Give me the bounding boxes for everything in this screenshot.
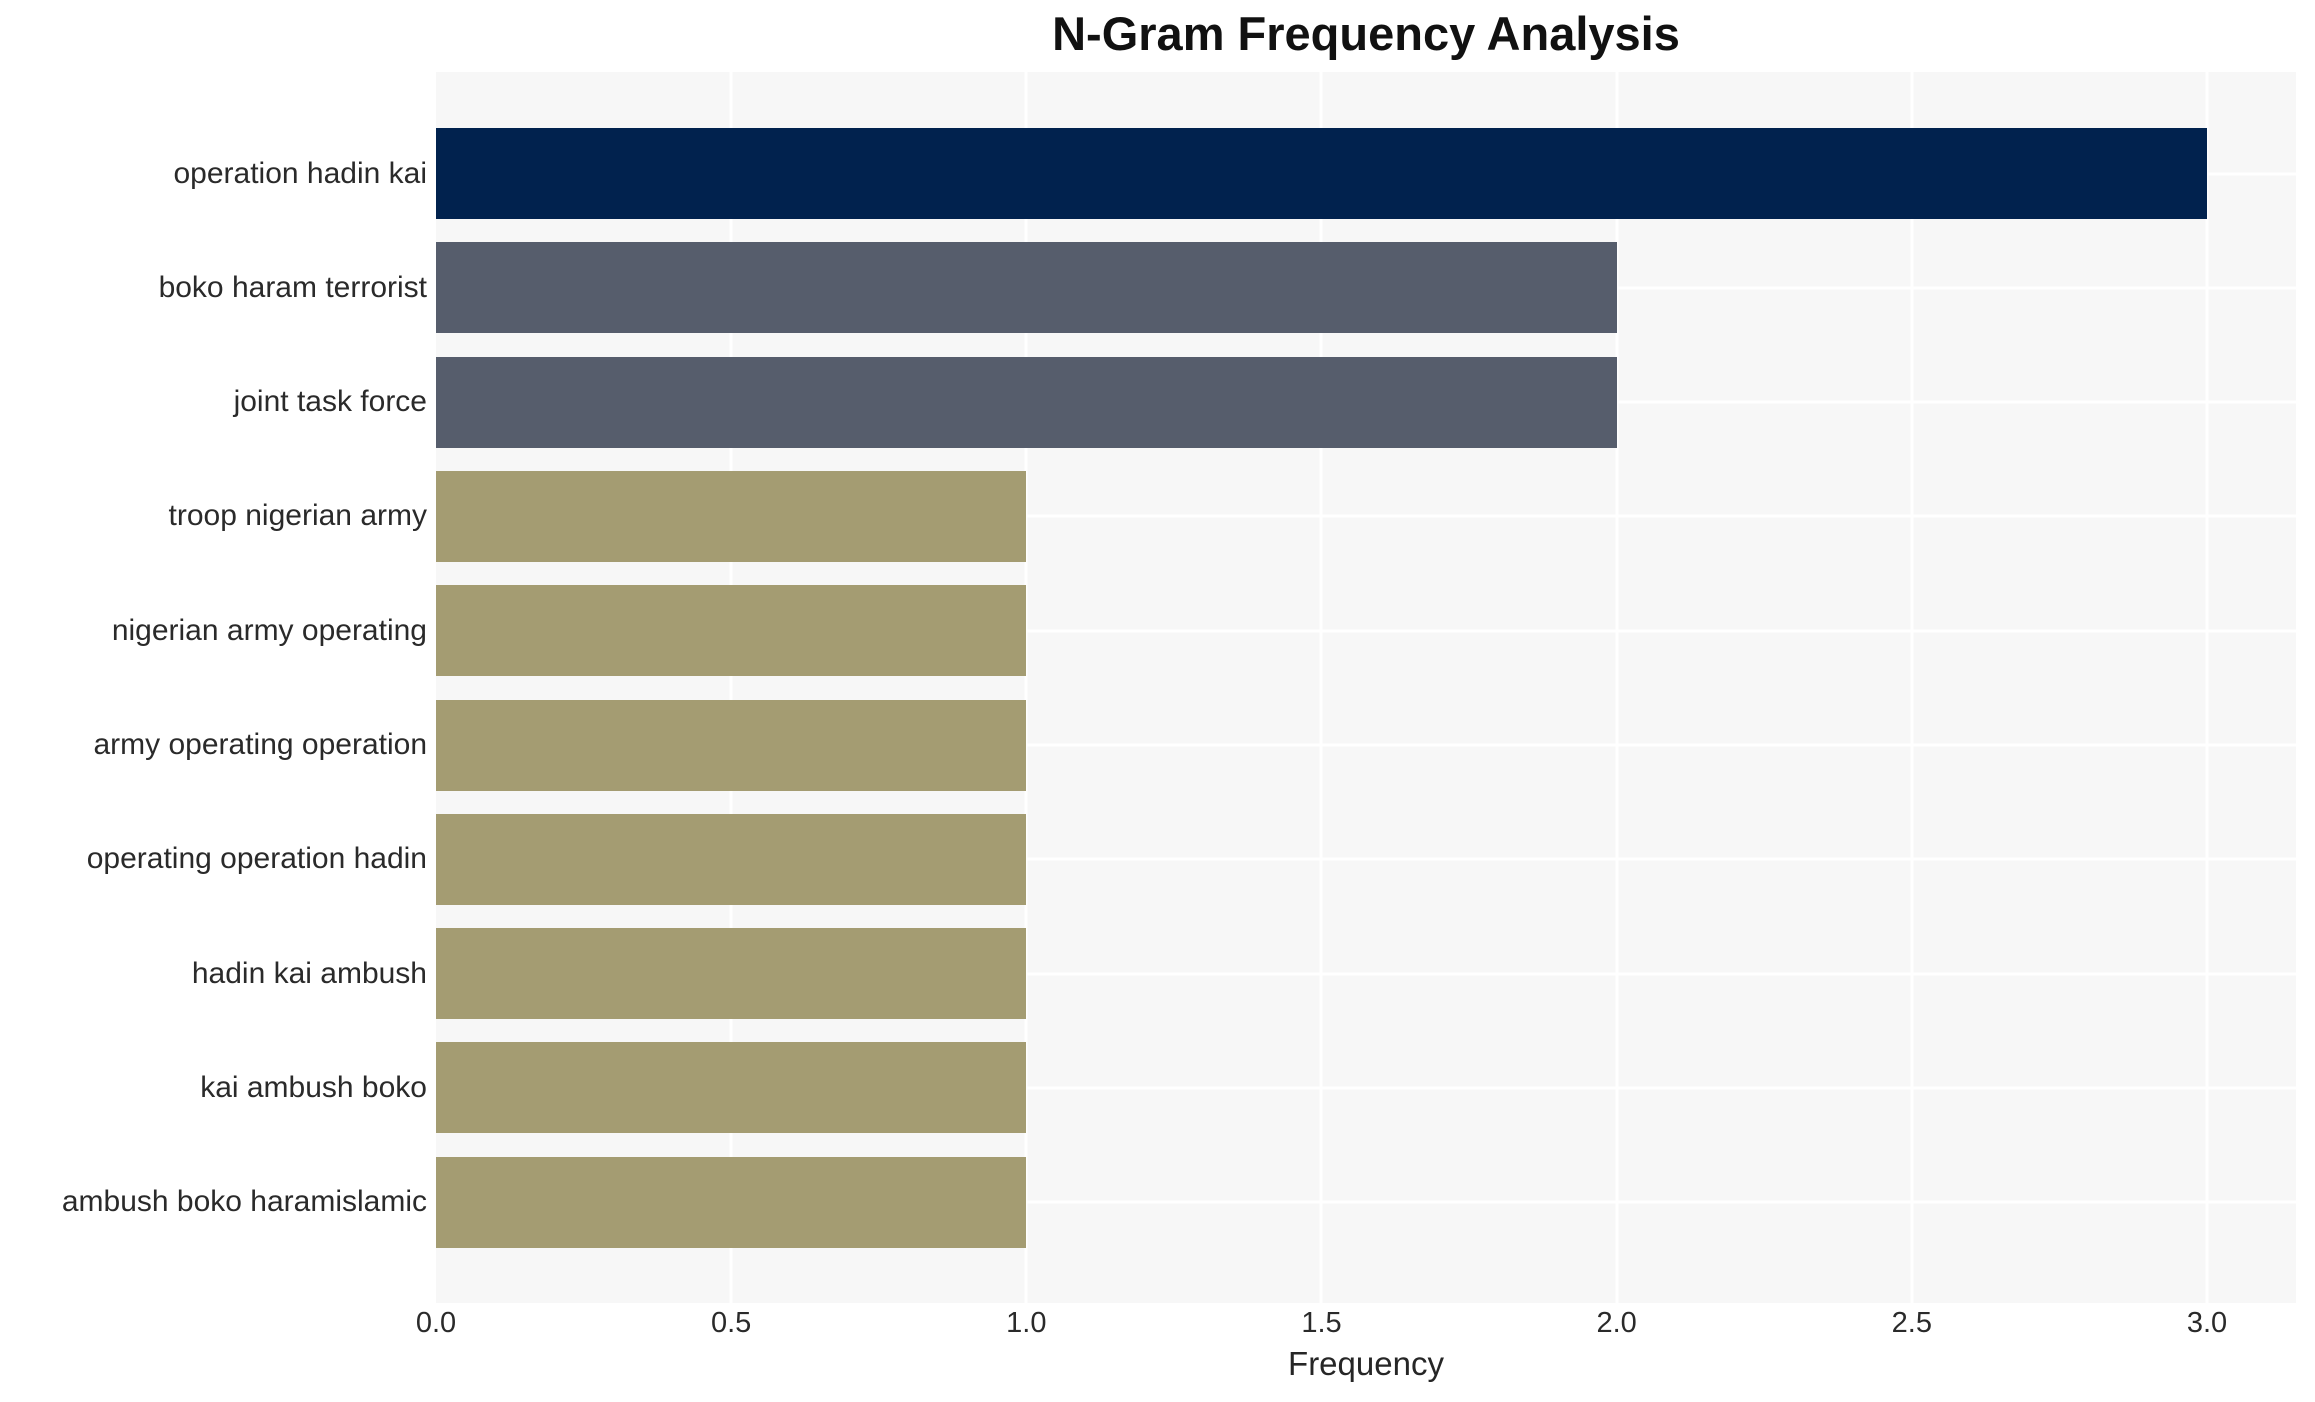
bar xyxy=(436,1156,1027,1248)
y-tick-label: joint task force xyxy=(233,385,427,419)
x-tick-label: 3.0 xyxy=(2186,1307,2228,1339)
x-tick-label: 2.0 xyxy=(1596,1307,1637,1339)
bar xyxy=(436,470,1027,562)
chart-title: N-Gram Frequency Analysis xyxy=(1052,7,1680,60)
y-gridline xyxy=(436,1086,2296,1090)
x-axis-title: Frequency xyxy=(1288,1345,1444,1382)
y-gridline xyxy=(436,857,2296,861)
x-tick-label: 0.5 xyxy=(710,1307,752,1339)
y-tick-label: operation hadin kai xyxy=(173,156,427,190)
y-gridline xyxy=(436,743,2296,747)
y-axis: operation hadin kai boko haram terrorist j… xyxy=(0,72,427,1303)
y-tick-label: hadin kai ambush xyxy=(191,956,427,990)
x-gridline xyxy=(2205,72,2209,1303)
bar xyxy=(436,928,1027,1020)
y-gridline xyxy=(436,972,2296,976)
bar xyxy=(436,699,1027,791)
x-gridline xyxy=(1910,72,1914,1303)
x-gridline xyxy=(729,72,733,1303)
y-tick-label: troop nigerian army xyxy=(168,499,427,533)
y-tick-label: army operating operation xyxy=(93,728,427,761)
bar xyxy=(436,356,1617,448)
bar xyxy=(436,1042,1027,1134)
x-gridline xyxy=(1024,72,1028,1303)
x-axis: 0.0 0.5 1.0 1.5 2.0 2.5 3.0 xyxy=(0,1307,2315,1347)
x-tick-label: 0.0 xyxy=(415,1307,457,1339)
y-gridline xyxy=(436,1200,2296,1204)
x-tick-label: 1.0 xyxy=(1006,1307,1047,1339)
x-gridline xyxy=(1319,72,1323,1303)
y-tick-label: operating operation hadin xyxy=(86,842,427,876)
y-tick-label: boko haram terrorist xyxy=(158,270,427,304)
y-tick-label: nigerian army operating xyxy=(111,613,427,647)
y-tick-label: kai ambush boko xyxy=(200,1070,427,1104)
y-gridline xyxy=(436,629,2296,633)
x-tick-label: 1.5 xyxy=(1301,1307,1342,1339)
plot-area xyxy=(436,72,2296,1303)
y-gridline xyxy=(436,514,2296,518)
x-gridline xyxy=(1615,72,1619,1303)
x-tick-label: 2.5 xyxy=(1891,1307,1932,1339)
bar xyxy=(436,813,1027,905)
y-tick-label: ambush boko haramislamic xyxy=(61,1185,427,1219)
bar xyxy=(436,128,2207,219)
bar xyxy=(436,242,1617,334)
bar xyxy=(436,585,1027,677)
